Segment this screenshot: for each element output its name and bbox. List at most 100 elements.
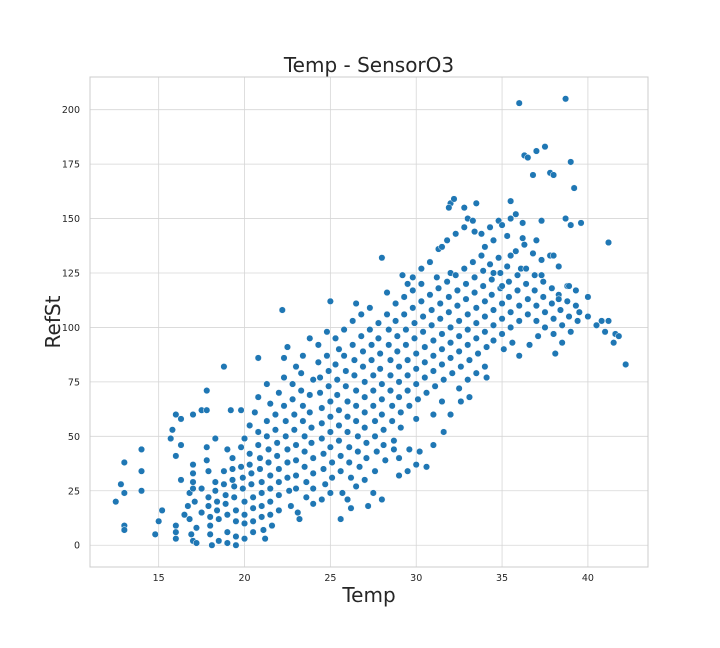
data-point	[292, 471, 300, 480]
data-point	[410, 319, 419, 327]
data-point	[333, 376, 341, 384]
data-point	[283, 343, 291, 351]
data-point	[622, 360, 630, 369]
y-tick-label: 125	[62, 269, 80, 280]
data-point	[263, 417, 271, 425]
data-point	[550, 330, 558, 338]
data-point	[486, 260, 494, 268]
data-point	[570, 184, 578, 192]
data-point	[498, 315, 506, 323]
data-point	[505, 278, 513, 286]
data-point	[567, 221, 575, 229]
data-point	[563, 297, 571, 305]
data-point	[297, 369, 305, 377]
data-point	[314, 358, 322, 366]
data-point	[531, 271, 539, 279]
data-point	[228, 476, 237, 484]
data-point	[524, 310, 532, 318]
data-point	[338, 489, 346, 497]
data-point	[237, 406, 245, 414]
data-point	[208, 541, 216, 549]
data-point	[438, 360, 446, 369]
data-point	[405, 445, 413, 453]
data-point	[393, 332, 401, 340]
data-point	[280, 402, 288, 410]
grid	[90, 77, 648, 567]
data-point	[275, 506, 283, 514]
data-point	[263, 432, 271, 440]
data-point	[532, 236, 540, 244]
data-point	[532, 302, 540, 310]
data-point	[177, 476, 185, 484]
data-point	[256, 465, 264, 473]
x-tick-labels: 15 20 25 30 35 40	[153, 573, 594, 584]
data-point	[445, 204, 453, 212]
data-point	[366, 304, 374, 312]
data-point	[532, 147, 540, 155]
data-point	[280, 373, 288, 382]
data-point	[505, 293, 513, 301]
data-point	[555, 295, 563, 303]
data-point	[368, 356, 376, 364]
data-point	[192, 524, 200, 532]
data-point	[232, 532, 240, 541]
data-point	[479, 267, 487, 275]
data-point	[366, 326, 374, 334]
data-point	[465, 393, 473, 401]
data-point	[472, 319, 480, 327]
data-point	[477, 230, 486, 238]
data-point	[222, 491, 230, 499]
data-point	[203, 443, 211, 451]
data-point	[230, 482, 238, 490]
data-point	[172, 452, 180, 460]
data-point	[404, 356, 412, 364]
data-point	[112, 498, 120, 506]
data-point	[213, 498, 221, 506]
data-point	[378, 380, 386, 388]
data-point	[464, 310, 472, 318]
data-point	[158, 506, 166, 514]
data-point	[343, 397, 352, 406]
data-point	[489, 336, 498, 345]
data-point	[364, 502, 372, 510]
data-point	[230, 493, 238, 501]
data-point	[447, 323, 455, 331]
data-point	[386, 387, 395, 395]
y-tick-label: 75	[68, 377, 80, 388]
x-tick-label: 40	[582, 573, 594, 584]
data-point	[326, 413, 334, 421]
data-point	[362, 439, 370, 447]
data-point	[328, 458, 336, 467]
data-point	[189, 478, 197, 486]
data-point	[203, 456, 211, 464]
data-point	[471, 289, 479, 297]
data-point	[469, 258, 477, 266]
data-point	[155, 517, 163, 525]
data-point	[445, 293, 453, 301]
data-point	[489, 306, 498, 314]
data-point	[567, 158, 575, 166]
data-point	[271, 426, 279, 434]
data-point	[448, 369, 456, 377]
data-point	[254, 441, 262, 449]
data-point	[254, 428, 262, 436]
data-point	[189, 411, 197, 419]
data-point	[525, 341, 534, 349]
data-point	[538, 256, 546, 264]
data-point	[392, 317, 400, 325]
data-point	[251, 408, 259, 416]
data-point	[472, 199, 480, 207]
data-point	[239, 474, 247, 482]
x-tick-label: 25	[324, 573, 336, 584]
data-point	[426, 258, 434, 266]
data-point	[438, 345, 446, 353]
data-point	[464, 341, 472, 349]
data-point	[319, 450, 328, 458]
data-point	[282, 432, 290, 440]
data-point	[390, 437, 398, 445]
data-point	[431, 382, 439, 390]
data-point	[429, 411, 437, 419]
data-point	[465, 356, 473, 364]
data-point	[447, 411, 455, 419]
data-point	[529, 249, 537, 257]
